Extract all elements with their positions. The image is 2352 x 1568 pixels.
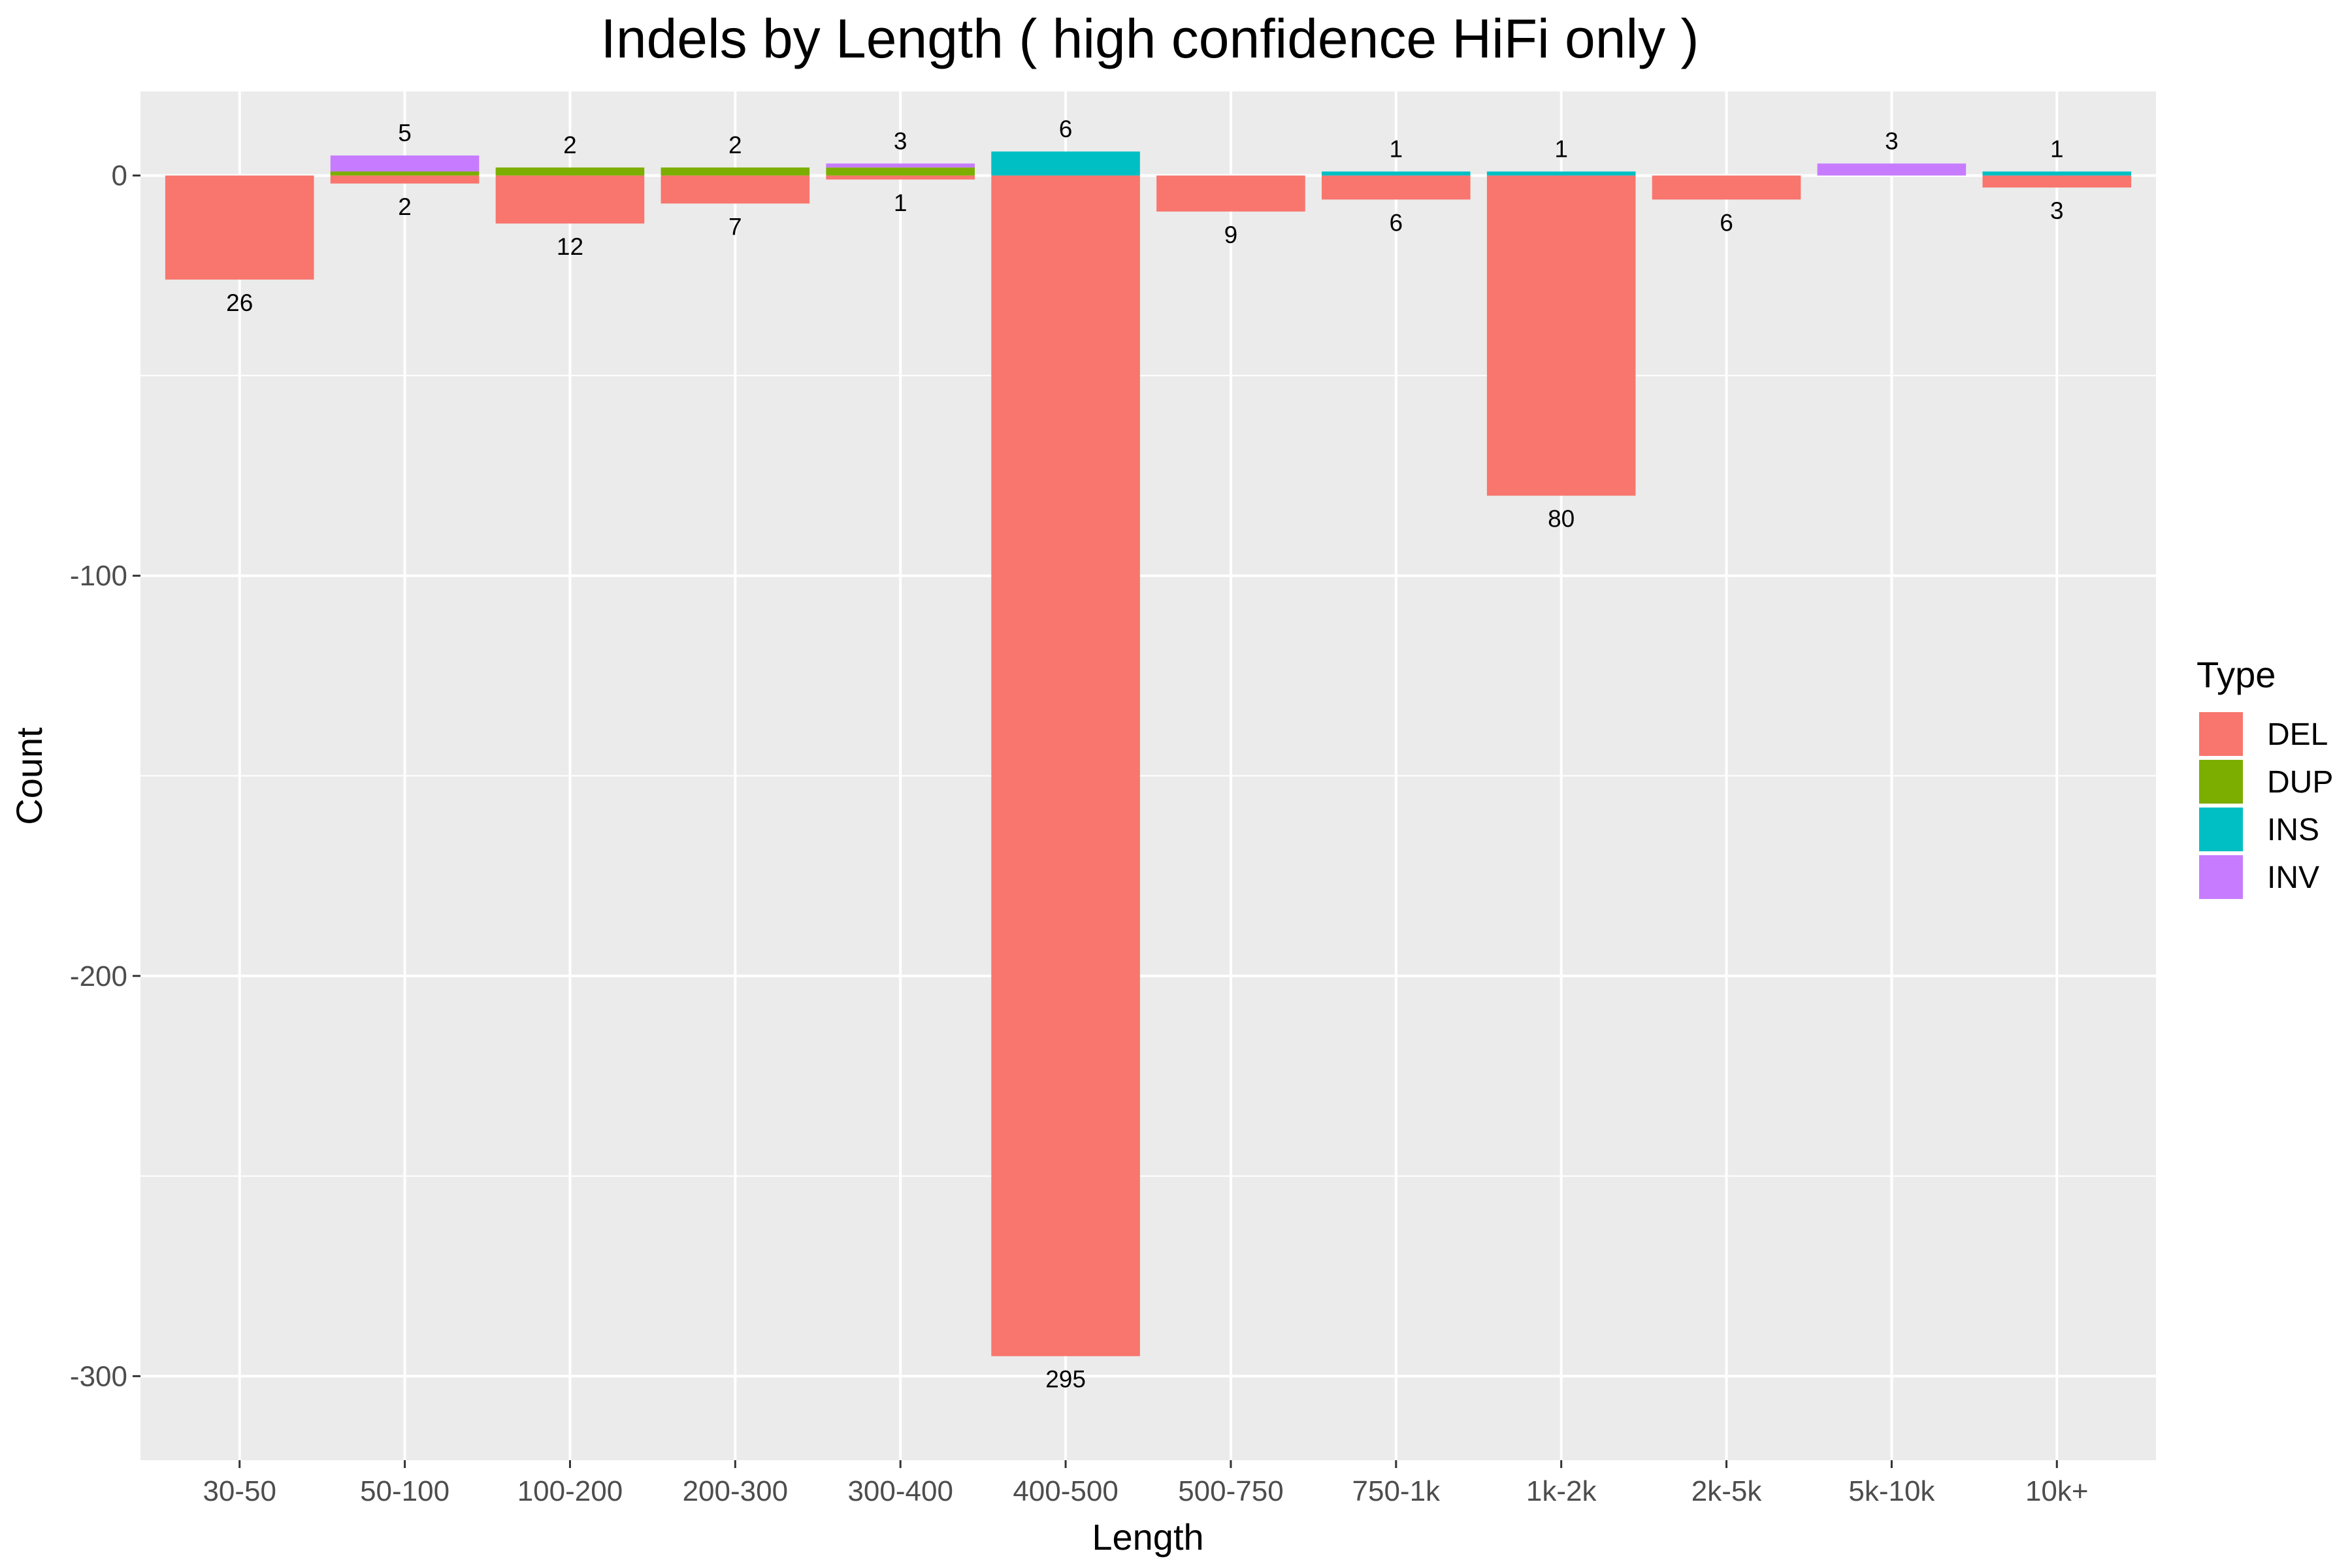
legend-title: Type [2197, 654, 2276, 695]
data-label-below: 6 [1390, 209, 1403, 236]
x-axis-title: Length [1092, 1516, 1203, 1558]
x-tick-label: 750-1k [1352, 1475, 1441, 1507]
legend: Type DEL DUP INS INV [2197, 654, 2333, 899]
x-axis: 30-50 50-100 100-200 200-300 300-400 400-500 5… [203, 1460, 2089, 1507]
data-label-below: 26 [226, 289, 253, 316]
legend-key-inv [2199, 855, 2243, 899]
bar-ins [991, 151, 1140, 176]
bar-del [991, 175, 1140, 1356]
x-tick-label: 500-750 [1178, 1475, 1283, 1507]
chart-title: Indels by Length ( high confidence HiFi … [601, 8, 1699, 69]
data-label-below: 3 [2050, 197, 2064, 224]
data-label-above: 2 [563, 131, 577, 158]
y-tick-label: 0 [112, 160, 127, 192]
y-tick-label: -200 [70, 960, 127, 992]
bar-dup [495, 167, 645, 176]
data-label-below: 12 [557, 233, 583, 260]
bar-del [1486, 175, 1636, 496]
bar-del [1156, 175, 1305, 212]
legend-label: DUP [2267, 765, 2333, 800]
legend-label: DEL [2267, 717, 2328, 752]
y-axis-title: Count [8, 727, 50, 825]
bar-dup [826, 167, 975, 176]
data-label-below: 80 [1548, 506, 1575, 532]
legend-key-del [2199, 712, 2243, 756]
data-label-below: 295 [1045, 1366, 1086, 1393]
data-label-below: 6 [1720, 209, 1733, 236]
grid-lines [140, 91, 2156, 1460]
bar-del [1322, 175, 1471, 200]
data-label-below: 1 [894, 189, 907, 216]
data-label-above: 5 [398, 120, 412, 146]
bar-dup [661, 167, 810, 176]
data-label-below: 7 [728, 214, 742, 240]
bar-del [1652, 175, 1801, 200]
legend-key-dup [2199, 760, 2243, 804]
bar-del [165, 175, 314, 280]
bars [165, 151, 2132, 1356]
data-label-above: 1 [1390, 136, 1403, 163]
legend-label: INV [2267, 860, 2319, 895]
data-label-above: 1 [1554, 136, 1568, 163]
legend-key-ins [2199, 808, 2243, 851]
x-tick-label: 200-300 [683, 1475, 788, 1507]
x-tick-label: 300-400 [847, 1475, 953, 1507]
bar-del [495, 175, 645, 224]
bar-ins [1322, 171, 1471, 176]
bar-del [330, 175, 480, 184]
bar-inv [1817, 163, 1967, 176]
x-tick-label: 2k-5k [1691, 1475, 1763, 1507]
bar-inv [330, 155, 480, 172]
y-axis: 0 -100 -200 -300 [70, 160, 140, 1392]
bar-ins [1982, 171, 2132, 176]
x-tick-label: 10k+ [2025, 1475, 2089, 1507]
data-label-above: 3 [894, 127, 907, 154]
x-tick-label: 5k-10k [1848, 1475, 1935, 1507]
bar-del [1982, 175, 2132, 188]
bar-del [826, 175, 975, 180]
legend-label: INS [2267, 813, 2319, 847]
x-tick-label: 30-50 [203, 1475, 276, 1507]
data-label-above: 6 [1059, 116, 1073, 142]
data-label-below: 2 [398, 193, 412, 220]
y-tick-label: -300 [70, 1360, 127, 1392]
data-label-above: 3 [1885, 127, 1899, 154]
data-label-below: 9 [1224, 221, 1238, 248]
x-tick-label: 1k-2k [1526, 1475, 1597, 1507]
y-tick-label: -100 [70, 560, 127, 592]
bar-dup [330, 171, 480, 176]
bar-ins [1486, 171, 1636, 176]
x-tick-label: 100-200 [517, 1475, 623, 1507]
data-label-above: 1 [2050, 136, 2064, 163]
data-label-above: 2 [728, 131, 742, 158]
x-tick-label: 400-500 [1013, 1475, 1118, 1507]
bar-inv [826, 163, 975, 168]
x-tick-label: 50-100 [360, 1475, 449, 1507]
bar-del [661, 175, 810, 204]
